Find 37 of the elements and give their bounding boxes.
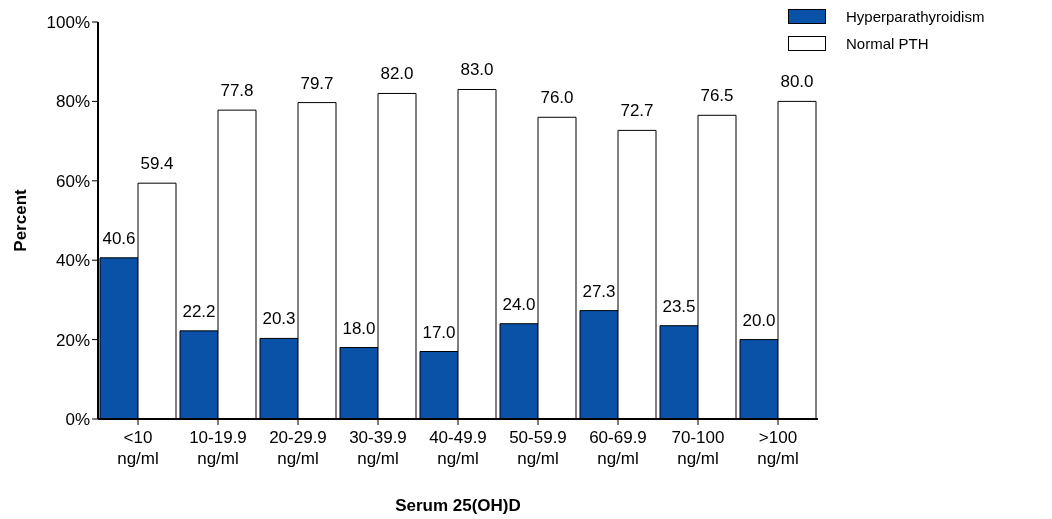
y-tick-label: 100% [46,13,90,33]
x-tick-label: >100 ng/ml [757,428,799,468]
x-tick-label: 40-49.9 ng/ml [429,428,487,468]
y-tick-label: 0% [65,410,90,430]
y-tick-label: 80% [55,92,90,112]
data-label: 76.5 [700,86,734,106]
data-label: 40.6 [102,228,136,248]
data-label: 76.0 [540,88,574,108]
x-tick-label: 70-100 ng/ml [671,428,725,468]
data-label: 83.0 [460,60,494,80]
data-label: 24.0 [502,294,536,314]
data-label: 23.5 [662,296,696,316]
data-label: 20.3 [262,309,296,329]
x-tick-label: 30-39.9 ng/ml [349,428,407,468]
data-label: 80.0 [780,72,814,92]
data-label: 82.0 [380,64,414,84]
data-label: 59.4 [140,154,174,174]
data-label: 79.7 [300,73,334,93]
x-axis-title: Serum 25(OH)D [395,496,521,515]
data-label: 72.7 [620,101,654,121]
data-label: 22.2 [182,301,216,321]
x-tick-label: 50-59.9 ng/ml [509,428,567,468]
legend-label: Normal PTH [846,35,929,52]
y-axis-title: Percent [11,188,31,252]
y-tick-label: 60% [55,171,90,191]
data-label: 17.0 [422,322,456,342]
data-label: 18.0 [342,318,376,338]
legend-label: Hyperparathyroidism [846,8,985,25]
x-tick-label: <10 ng/ml [117,428,159,468]
y-tick-label: 40% [55,251,90,271]
data-label: 20.0 [742,310,776,330]
x-tick-label: 60-69.9 ng/ml [589,428,647,468]
y-tick-label: 20% [55,330,90,350]
data-label: 27.3 [582,281,616,301]
x-tick-label: 10-19.9 ng/ml [189,428,247,468]
data-label: 77.8 [220,81,254,101]
x-tick-label: 20-29.9 ng/ml [269,428,327,468]
